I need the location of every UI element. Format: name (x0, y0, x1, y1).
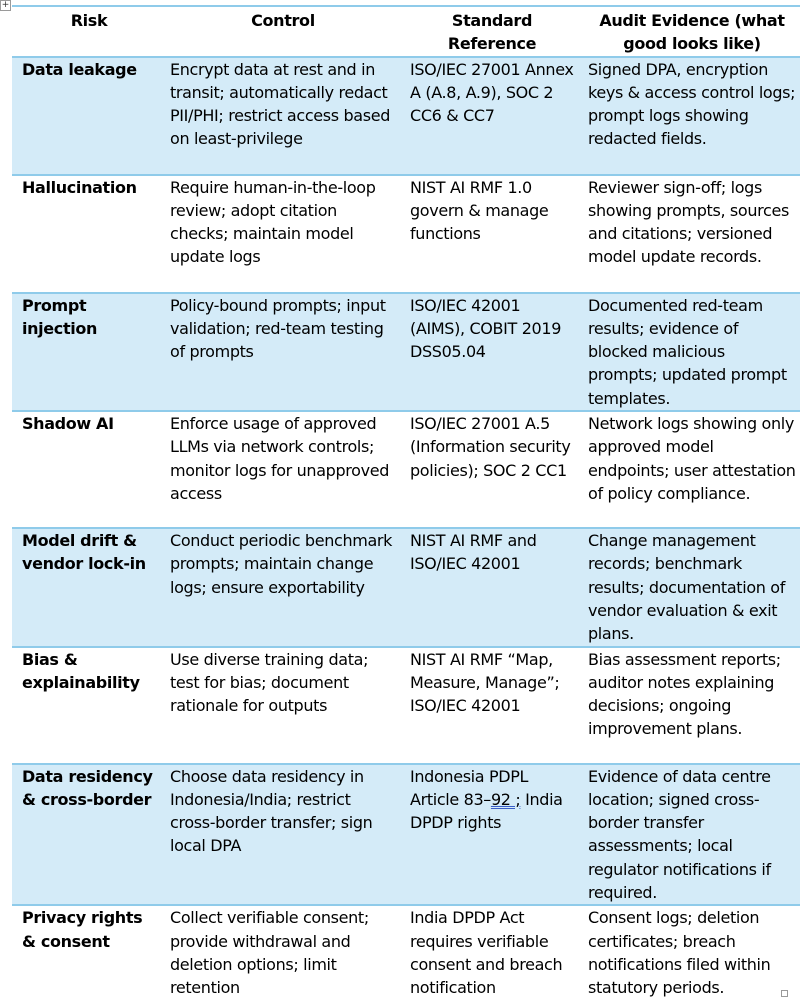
control-cell[interactable]: Collect verifiable consent; provide with… (160, 904, 400, 1000)
control-cell[interactable]: Choose data residency in Indonesia/India… (160, 762, 400, 907)
standard-cell[interactable]: ISO/IEC 42001 (AIMS), COBIT 2019 DSS05.0… (400, 291, 578, 413)
table-row: Data residency & cross-border Choose dat… (12, 762, 800, 907)
evidence-cell[interactable]: Consent logs; deletion certificates; bre… (578, 904, 800, 1000)
standard-text: India DPDP rights (410, 789, 563, 833)
risk-cell[interactable]: Model drift & vendor lock-in (12, 527, 160, 648)
control-cell[interactable]: Encrypt data at rest and in transit; aut… (160, 55, 400, 176)
control-cell[interactable]: Use diverse training data; test for bias… (160, 645, 400, 765)
control-cell[interactable]: Require human-in-the-loop review; adopt … (160, 173, 400, 294)
risk-cell[interactable]: Data residency & cross-border (12, 762, 160, 907)
risk-cell[interactable]: Hallucination (12, 173, 160, 294)
standard-cell[interactable]: NIST AI RMF and ISO/IEC 42001 (400, 527, 578, 648)
table-move-handle[interactable]: + (0, 0, 11, 11)
table-row: Prompt injection Policy-bound prompts; i… (12, 291, 800, 413)
risk-cell[interactable]: Shadow AI (12, 410, 160, 530)
evidence-cell[interactable]: Network logs showing only approved model… (578, 410, 800, 530)
standard-cell[interactable]: Indonesia PDPL Article 83–92 ; India DPD… (400, 762, 578, 907)
standard-cell[interactable]: NIST AI RMF “Map, Measure, Manage”; ISO/… (400, 645, 578, 765)
risk-cell[interactable]: Data leakage (12, 55, 160, 176)
header-standard-reference: Standard Reference (400, 5, 578, 58)
risk-cell[interactable]: Privacy rights & consent (12, 904, 160, 1000)
risk-control-table: Risk Control Standard Reference Audit Ev… (12, 5, 800, 1000)
spellcheck-flagged-text[interactable]: 92 ; (490, 789, 521, 809)
standard-cell[interactable]: ISO/IEC 27001 Annex A (A.8, A.9), SOC 2 … (400, 55, 578, 176)
control-cell[interactable]: Conduct periodic benchmark prompts; main… (160, 527, 400, 648)
header-audit-evidence: Audit Evidence (what good looks like) (578, 5, 800, 58)
table-row: Bias & explainability Use diverse traini… (12, 645, 800, 765)
header-control: Control (160, 5, 400, 58)
table-header-row: Risk Control Standard Reference Audit Ev… (12, 5, 800, 58)
evidence-cell[interactable]: Documented red-team results; evidence of… (578, 291, 800, 413)
table-row: Hallucination Require human-in-the-loop … (12, 173, 800, 294)
standard-cell[interactable]: ISO/IEC 27001 A.5 (Information security … (400, 410, 578, 530)
header-risk: Risk (12, 5, 160, 58)
standard-cell[interactable]: NIST AI RMF 1.0 govern & manage function… (400, 173, 578, 294)
table-resize-handle[interactable] (781, 990, 788, 997)
control-cell[interactable]: Policy-bound prompts; input validation; … (160, 291, 400, 413)
risk-cell[interactable]: Prompt injection (12, 291, 160, 413)
evidence-cell[interactable]: Signed DPA, encryption keys & access con… (578, 55, 800, 176)
table-row: Data leakage Encrypt data at rest and in… (12, 55, 800, 176)
table-row: Model drift & vendor lock-in Conduct per… (12, 527, 800, 648)
standard-cell[interactable]: India DPDP Act requires verifiable conse… (400, 904, 578, 1000)
control-cell[interactable]: Enforce usage of approved LLMs via netwo… (160, 410, 400, 530)
standard-text: Indonesia PDPL Article 83– (410, 766, 529, 809)
table-row: Privacy rights & consent Collect verifia… (12, 904, 800, 1000)
risk-cell[interactable]: Bias & explainability (12, 645, 160, 765)
evidence-cell[interactable]: Reviewer sign-off; logs showing prompts,… (578, 173, 800, 294)
evidence-cell[interactable]: Change management records; benchmark res… (578, 527, 800, 648)
evidence-cell[interactable]: Evidence of data centre location; signed… (578, 762, 800, 907)
table-row: Shadow AI Enforce usage of approved LLMs… (12, 410, 800, 530)
evidence-cell[interactable]: Bias assessment reports; auditor notes e… (578, 645, 800, 765)
